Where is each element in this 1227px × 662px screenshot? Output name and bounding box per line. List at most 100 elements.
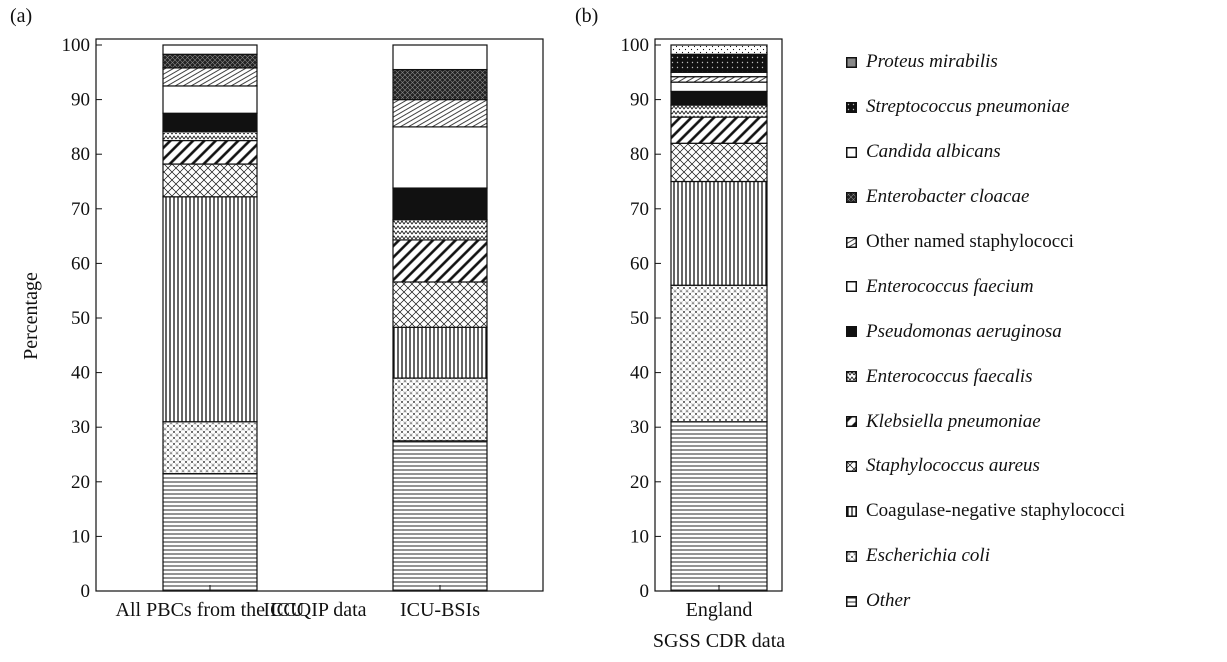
bar-segment-icu-bsis-pseudomonas-aeruginosa xyxy=(392,187,488,221)
legend-swatch xyxy=(846,550,857,562)
bar-segment-icu-bsis-coagulase-negative-staphylococci xyxy=(392,326,488,379)
bar-segment-icu-bsis-other-named-staphylococci xyxy=(392,98,488,128)
legend-item-klebsiella-pneumoniae: Klebsiella pneumoniae xyxy=(846,399,1227,444)
y-tick-label: 30 xyxy=(71,417,90,438)
legend-item-proteus-mirabilis: Proteus mirabilis xyxy=(846,40,1227,85)
bar-segment-all-pbcs-from-the-icu-other xyxy=(162,473,258,592)
legend-item-escherichia-coli: Escherichia coli xyxy=(846,534,1227,579)
y-tick-label: 50 xyxy=(630,308,649,329)
y-tick-label: 90 xyxy=(71,90,90,111)
legend-swatch xyxy=(846,146,857,158)
bar-segment-england-klebsiella-pneumoniae xyxy=(670,116,768,144)
bar-segment-all-pbcs-from-the-icu-enterobacter-cloacae xyxy=(162,53,258,69)
bar-segment-icu-bsis-escherichia-coli xyxy=(392,377,488,442)
legend-label: Enterococcus faecalis xyxy=(866,365,1033,387)
legend-swatch xyxy=(846,56,857,68)
legend-swatch xyxy=(846,191,857,203)
bar-segment-england-staphylococcus-aureus xyxy=(670,142,768,183)
legend-label: Enterococcus faecium xyxy=(866,275,1034,297)
bar-segment-icu-bsis-enterobacter-cloacae xyxy=(392,68,488,101)
bar-segment-icu-bsis-enterococcus-faecalis xyxy=(392,219,488,241)
bar-segment-all-pbcs-from-the-icu-pseudomonas-aeruginosa xyxy=(162,112,258,132)
legend-item-enterococcus-faecium: Enterococcus faecium xyxy=(846,264,1227,309)
y-axis-label: Percentage xyxy=(20,272,42,360)
y-tick-label: 20 xyxy=(630,472,649,493)
panel-a-label: (a) xyxy=(10,5,32,27)
x-category-label: All PBCs from the ICU xyxy=(116,599,305,621)
y-tick-label: 80 xyxy=(71,144,90,165)
legend-label: Candida albicans xyxy=(866,141,1001,163)
bar-segment-icu-bsis-proteus-mirabilis xyxy=(392,44,488,71)
legend-label: Pseudomonas aeruginosa xyxy=(866,320,1062,342)
y-tick-label: 90 xyxy=(630,90,649,111)
y-tick-label: 30 xyxy=(630,417,649,438)
legend-item-enterococcus-faecalis: Enterococcus faecalis xyxy=(846,354,1227,399)
legend-label: Streptococcus pneumoniae xyxy=(866,96,1070,118)
bar-segment-icu-bsis-klebsiella-pneumoniae xyxy=(392,239,488,283)
y-tick-label: 40 xyxy=(71,363,90,384)
legend-item-coagulase-negative-staphylococci: Coagulase-negative staphylococci xyxy=(846,489,1227,534)
panel-b-chart: 0 10 20 30 40 50 60 70 80 90 100 England xyxy=(621,35,783,621)
bar-segment-icu-bsis-enterococcus-faecium xyxy=(392,126,488,189)
x-category-label: ICU-BSIs xyxy=(400,599,480,621)
legend-item-streptococcus-pneumoniae: Streptococcus pneumoniae xyxy=(846,85,1227,130)
bar-segment-england-enterococcus-faecalis xyxy=(670,104,768,118)
bar-segment-england-streptococcus-pneumoniae xyxy=(670,53,768,73)
bar-segment-england-other-named-staphylococci xyxy=(670,76,768,83)
bar-segment-all-pbcs-from-the-icu-enterococcus-faecium xyxy=(162,85,258,114)
y-tick-label: 60 xyxy=(71,253,90,274)
bar-segment-england-proteus-mirabilis xyxy=(670,44,768,55)
bar-segment-england-candida-albicans xyxy=(670,71,768,78)
bar-segment-icu-bsis-staphylococcus-aureus xyxy=(392,281,488,328)
y-tick-label: 0 xyxy=(640,581,650,602)
bar-segment-england-pseudomonas-aeruginosa xyxy=(670,90,768,106)
legend-item-enterobacter-cloacae: Enterobacter cloacae xyxy=(846,175,1227,220)
chart-legend: Proteus mirabilis Streptococcus pneumonia… xyxy=(846,40,1227,624)
bar-segment-all-pbcs-from-the-icu-proteus-mirabilis xyxy=(162,44,258,55)
bar-segment-england-coagulase-negative-staphylococci xyxy=(670,180,768,286)
x-category-label: England xyxy=(686,599,753,621)
legend-label: Enterobacter cloacae xyxy=(866,186,1030,208)
bar-segment-all-pbcs-from-the-icu-other-named-staphylococci xyxy=(162,67,258,87)
y-tick-label: 20 xyxy=(71,472,90,493)
y-tick-label: 50 xyxy=(71,308,90,329)
y-tick-label: 60 xyxy=(630,253,649,274)
legend-label: Escherichia coli xyxy=(866,545,990,567)
bar-segment-all-pbcs-from-the-icu-coagulase-negative-staphylococci xyxy=(162,196,258,423)
legend-swatch xyxy=(846,101,857,113)
panel-a-chart: 0 10 20 30 40 50 60 70 80 90 100 All PBCs from the … xyxy=(62,35,544,621)
legend-swatch xyxy=(846,236,857,248)
panel-b-group-label: SGSS CDR data xyxy=(653,630,785,652)
legend-swatch xyxy=(846,416,857,428)
y-tick-label: 100 xyxy=(621,35,650,56)
legend-label: Coagulase-negative staphylococci xyxy=(866,500,1126,522)
bar-segment-all-pbcs-from-the-icu-klebsiella-pneumoniae xyxy=(162,139,258,165)
plot-frame-a xyxy=(95,38,544,592)
legend-swatch xyxy=(846,505,857,517)
legend-swatch xyxy=(846,281,857,293)
legend-label: Klebsiella pneumoniae xyxy=(866,410,1041,432)
bar-segment-all-pbcs-from-the-icu-enterococcus-faecalis xyxy=(162,130,258,142)
legend-swatch xyxy=(846,460,857,472)
legend-item-other-named-staphylococci: Other named staphylococci xyxy=(846,220,1227,265)
legend-item-candida-albicans: Candida albicans xyxy=(846,130,1227,175)
y-tick-label: 10 xyxy=(630,526,649,547)
bar-segment-all-pbcs-from-the-icu-escherichia-coli xyxy=(162,421,258,475)
legend-swatch xyxy=(846,595,857,607)
y-tick-label: 100 xyxy=(62,35,91,56)
legend-item-other: Other xyxy=(846,579,1227,624)
y-tick-label: 10 xyxy=(71,526,90,547)
legend-item-staphylococcus-aureus: Staphylococcus aureus xyxy=(846,444,1227,489)
y-tick-label: 40 xyxy=(630,363,649,384)
legend-label: Other xyxy=(866,590,911,612)
y-tick-label: 70 xyxy=(71,199,90,220)
bar-segment-icu-bsis-other xyxy=(392,440,488,592)
legend-label: Other named staphylococci xyxy=(866,231,1074,252)
bar-segment-all-pbcs-from-the-icu-staphylococcus-aureus xyxy=(162,163,258,198)
panel-b-label: (b) xyxy=(575,5,598,27)
legend-item-pseudomonas-aeruginosa: Pseudomonas aeruginosa xyxy=(846,309,1227,354)
legend-swatch xyxy=(846,371,857,383)
bar-segment-england-other xyxy=(670,421,768,592)
